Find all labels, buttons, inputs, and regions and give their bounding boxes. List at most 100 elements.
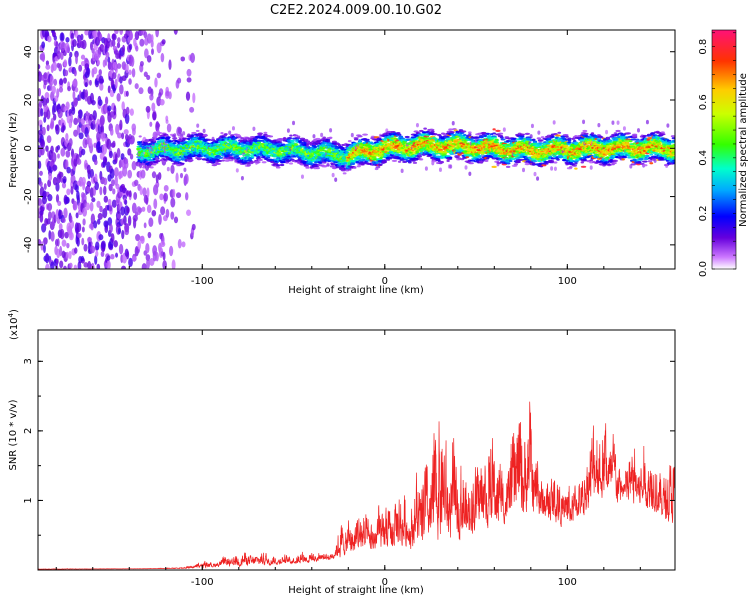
heatmap-cell xyxy=(199,133,204,136)
heatmap-cell xyxy=(139,61,144,67)
heatmap-cell xyxy=(350,132,354,138)
heatmap-cell xyxy=(116,63,122,69)
heatmap-cell xyxy=(55,124,60,135)
heatmap-cell xyxy=(116,132,122,139)
heatmap-cell xyxy=(89,187,94,198)
heatmap-cell xyxy=(228,130,232,135)
heatmap-cell xyxy=(165,90,170,97)
heatmap-cell xyxy=(59,260,64,269)
heatmap-cell xyxy=(50,231,55,242)
heatmap-cell xyxy=(494,138,499,141)
heatmap-cell xyxy=(61,217,66,223)
heatmap-cell xyxy=(78,132,84,140)
heatmap-cell xyxy=(451,120,455,126)
heatmap-cell xyxy=(97,99,103,106)
heatmap-cell xyxy=(62,125,66,131)
heatmap-cell xyxy=(197,148,203,151)
heatmap-cell xyxy=(83,262,89,268)
heatmap-cell xyxy=(91,197,96,203)
heatmap-cell xyxy=(151,102,156,112)
heatmap-cell xyxy=(245,153,250,156)
heatmap-cell xyxy=(196,123,200,128)
heatmap-cell xyxy=(160,241,166,248)
heatmap-cell xyxy=(55,182,60,192)
heatmap-cell xyxy=(207,138,212,141)
heatmap-cell xyxy=(61,182,67,189)
heatmap-cell xyxy=(57,153,60,159)
heatmap-cell xyxy=(40,146,45,156)
heatmap-cell xyxy=(185,149,190,152)
heatmap-cell xyxy=(131,68,136,78)
heatmap-cell xyxy=(111,72,117,80)
heatmap-cell xyxy=(116,42,121,49)
heatmap-cell xyxy=(177,238,182,249)
heatmap-cell xyxy=(104,157,108,166)
heatmap-cell xyxy=(438,167,442,172)
heatmap-cell xyxy=(86,67,91,76)
heatmap-cell xyxy=(73,117,79,126)
heatmap-cell xyxy=(460,130,467,133)
heatmap-cell xyxy=(116,147,121,158)
heatmap-cell xyxy=(131,202,137,214)
heatmap-cell xyxy=(495,129,501,132)
chart-title: C2E2.2024.009.00.10.G02 xyxy=(270,3,442,18)
heatmap-cell xyxy=(44,92,50,100)
heatmap-cell xyxy=(81,176,86,186)
heatmap-cell xyxy=(468,162,474,165)
heatmap-cell xyxy=(106,255,111,261)
heatmap-cell xyxy=(124,158,129,165)
heatmap-cell xyxy=(144,48,149,59)
heatmap-cell xyxy=(43,116,47,123)
heatmap-cell xyxy=(68,262,73,269)
heatmap-cell xyxy=(103,177,108,186)
heatmap-cell xyxy=(101,143,107,155)
heatmap-cell xyxy=(240,175,244,181)
heatmap-cell xyxy=(141,206,146,212)
heatmap-cell xyxy=(46,109,51,120)
heatmap-cell xyxy=(103,185,107,196)
heatmap-cell xyxy=(45,64,51,70)
heatmap-cell xyxy=(431,130,435,133)
heatmap-cell xyxy=(132,127,136,136)
heatmap-cell xyxy=(151,48,154,55)
heatmap-cell xyxy=(60,32,64,43)
heatmap-cell xyxy=(126,206,130,214)
heatmap-cell xyxy=(154,77,158,88)
heatmap-cell xyxy=(138,135,142,138)
heatmap-cell xyxy=(107,217,113,226)
heatmap-cell xyxy=(175,172,179,183)
heatmap-cell xyxy=(80,255,85,262)
heatmap-cell xyxy=(419,158,424,161)
heatmap-cell xyxy=(134,83,139,90)
heatmap-cell xyxy=(46,135,52,144)
heatmap-cell xyxy=(123,129,129,135)
heatmap-cell xyxy=(96,131,101,142)
heatmap-cell xyxy=(173,133,177,138)
heatmap-cell xyxy=(51,85,56,95)
heatmap-cell xyxy=(143,222,147,229)
heatmap-cell xyxy=(160,206,166,216)
heatmap-cell xyxy=(138,207,143,213)
heatmap-cell xyxy=(82,218,86,226)
heatmap-cell xyxy=(288,162,294,165)
heatmap-cell xyxy=(69,215,73,224)
heatmap-cell xyxy=(135,45,139,52)
heatmap-cell xyxy=(103,220,109,228)
heatmap-cell xyxy=(263,131,268,134)
heatmap-cell xyxy=(112,45,118,52)
heatmap-cell xyxy=(58,63,63,72)
heatmap-cell xyxy=(71,106,76,115)
heatmap-cell xyxy=(116,213,121,220)
heatmap-cell xyxy=(65,132,69,141)
heatmap-cell xyxy=(96,59,101,66)
heatmap-cell xyxy=(172,142,177,145)
heatmap-cell xyxy=(118,243,124,255)
heatmap-cell xyxy=(170,197,176,208)
heatmap-cell xyxy=(72,79,78,87)
heatmap-cell xyxy=(104,96,109,105)
heatmap-cell xyxy=(53,35,57,41)
heatmap-cell xyxy=(55,209,60,220)
heatmap-cell xyxy=(463,133,467,137)
heatmap-cell xyxy=(147,231,152,239)
